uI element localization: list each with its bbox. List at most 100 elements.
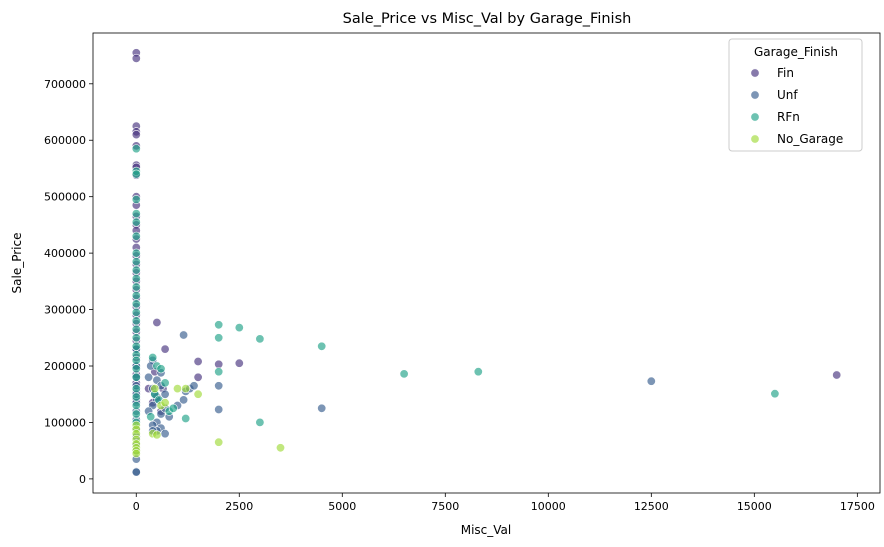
data-point <box>193 372 203 382</box>
data-point <box>131 130 141 140</box>
data-point <box>131 209 141 219</box>
data-point <box>214 404 224 414</box>
data-point <box>160 398 170 408</box>
data-point <box>131 364 141 374</box>
data-point <box>168 403 178 413</box>
data-point <box>234 323 244 333</box>
data-point <box>646 376 656 386</box>
x-tick-label: 5000 <box>328 500 356 513</box>
data-point <box>131 231 141 241</box>
legend-marker <box>750 112 760 122</box>
data-point <box>234 358 244 368</box>
data-point <box>152 430 162 440</box>
data-point <box>160 429 170 439</box>
legend-marker <box>750 68 760 78</box>
data-point <box>214 320 224 330</box>
data-point <box>255 334 265 344</box>
data-point <box>193 389 203 399</box>
data-point <box>131 195 141 205</box>
data-point <box>193 356 203 366</box>
data-point <box>179 330 189 340</box>
x-tick-label: 12500 <box>634 500 669 513</box>
data-point <box>317 341 327 351</box>
data-point <box>173 384 183 394</box>
data-point <box>131 316 141 326</box>
data-point <box>214 381 224 391</box>
data-point <box>214 333 224 343</box>
data-point <box>214 367 224 377</box>
plot-frame <box>92 32 881 494</box>
data-point <box>160 378 170 388</box>
data-point <box>473 367 483 377</box>
legend-label: Fin <box>777 66 794 80</box>
legend-label: Unf <box>777 88 798 102</box>
data-point <box>131 273 141 283</box>
data-point <box>131 53 141 63</box>
legend-title: Garage_Finish <box>754 45 838 59</box>
y-tick-label: 600000 <box>44 134 86 147</box>
legend-marker <box>750 90 760 100</box>
x-tick-label: 7500 <box>431 500 459 513</box>
data-point <box>131 384 141 394</box>
legend-marker <box>750 134 760 144</box>
x-tick-label: 2500 <box>225 500 253 513</box>
legend-item: No_Garage <box>750 132 843 146</box>
data-point <box>131 248 141 258</box>
data-point <box>181 413 191 423</box>
legend-item: Unf <box>750 88 798 102</box>
data-point <box>131 144 141 154</box>
data-point <box>152 317 162 327</box>
data-point <box>131 307 141 317</box>
data-point <box>131 341 141 351</box>
data-point <box>255 417 265 427</box>
data-point <box>131 265 141 275</box>
data-point <box>131 257 141 267</box>
legend-item: RFn <box>750 110 800 124</box>
y-tick-label: 500000 <box>44 191 86 204</box>
data-point <box>770 389 780 399</box>
y-tick-label: 200000 <box>44 360 86 373</box>
x-tick-label: 15000 <box>737 500 772 513</box>
data-point <box>146 412 156 422</box>
data-point <box>156 364 166 374</box>
data-point <box>399 369 409 379</box>
legend-box <box>728 38 863 152</box>
data-point <box>144 372 154 382</box>
data-point <box>131 355 141 365</box>
data-point <box>131 290 141 300</box>
legend-label: RFn <box>777 110 800 124</box>
plot-area <box>131 48 842 477</box>
data-point <box>275 443 285 453</box>
data-point <box>131 392 141 402</box>
chart-title: Sale_Price vs Misc_Val by Garage_Finish <box>343 11 632 27</box>
data-point <box>131 400 141 410</box>
data-point <box>160 344 170 354</box>
data-point <box>131 448 141 458</box>
data-point <box>131 169 141 179</box>
data-point <box>832 370 842 380</box>
x-axis-label: Misc_Val <box>461 523 512 537</box>
data-point <box>179 395 189 405</box>
data-point <box>148 352 158 362</box>
data-point <box>317 403 327 413</box>
data-point <box>150 384 160 394</box>
data-point <box>131 409 141 419</box>
x-axis: 0 2500 5000 7500 10000 12500 15000 17500 <box>133 493 875 513</box>
x-tick-label: 17500 <box>840 500 875 513</box>
y-tick-label: 300000 <box>44 304 86 317</box>
x-tick-label: 0 <box>133 500 140 513</box>
x-tick-label: 10000 <box>531 500 566 513</box>
data-point <box>131 372 141 382</box>
data-point <box>131 282 141 292</box>
y-axis: 0 100000 200000 300000 400000 500000 600000 700… <box>44 78 93 486</box>
y-tick-label: 400000 <box>44 247 86 260</box>
legend-label: No_Garage <box>777 132 843 146</box>
data-point <box>131 333 141 343</box>
y-tick-label: 0 <box>79 473 86 486</box>
y-tick-label: 700000 <box>44 78 86 91</box>
data-point <box>181 384 191 394</box>
data-point <box>214 437 224 447</box>
data-point <box>189 381 199 391</box>
data-point <box>131 467 141 477</box>
